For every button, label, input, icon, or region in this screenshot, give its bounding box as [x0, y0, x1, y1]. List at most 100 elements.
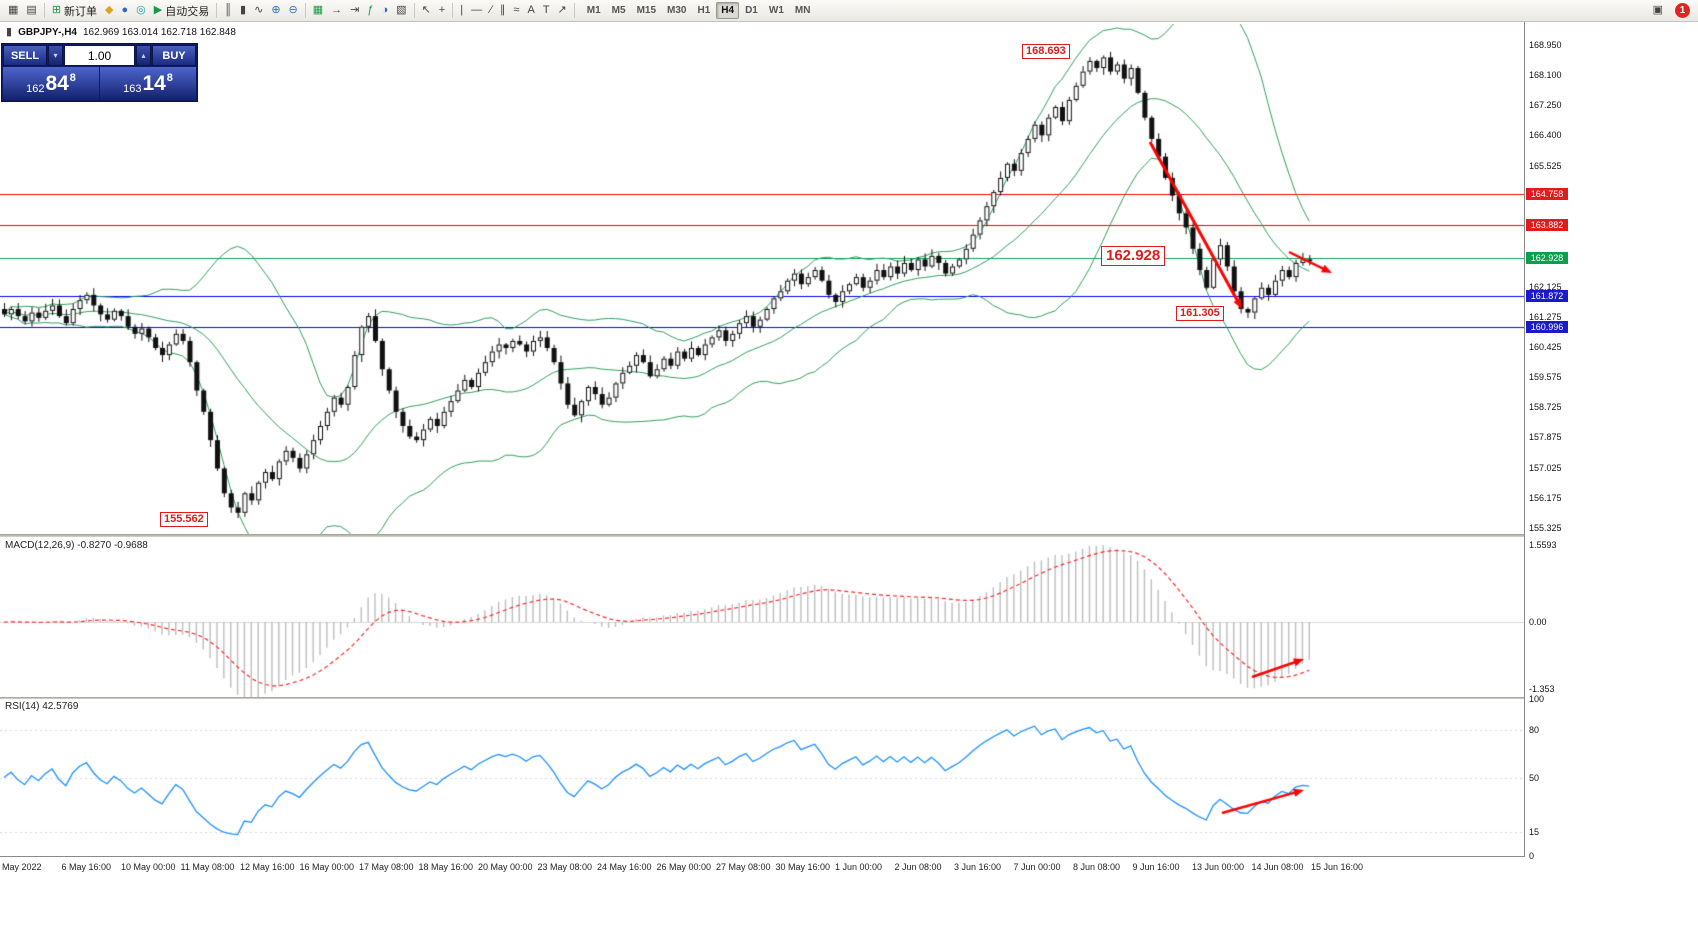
candle-chart-mode-button[interactable]: ▮ — [236, 1, 250, 20]
indicators-button[interactable]: ƒ — [363, 1, 377, 20]
price-axis-label: 168.100 — [1529, 70, 1562, 81]
sell-price-display[interactable]: 162 84 8 — [3, 67, 99, 100]
price-axis-border — [1524, 22, 1525, 878]
tile-windows-icon: ▦ — [312, 4, 324, 16]
timeframe-m5-button[interactable]: M5 — [607, 2, 631, 19]
bar-chart-mode-button[interactable]: ║ — [220, 1, 236, 20]
market-button[interactable]: ● — [118, 1, 133, 20]
trade-panel-controls: SELL ▾ ▴ BUY — [3, 45, 196, 66]
time-axis-label: 16 May 00:00 — [299, 862, 355, 872]
rsi-scale-label: 0 — [1529, 851, 1535, 861]
time-axis-label: 1 Jun 00:00 — [835, 862, 883, 872]
fibonacci-tool-button[interactable]: ≈ — [509, 1, 523, 20]
price-axis-label: 155.325 — [1529, 522, 1562, 533]
volume-input[interactable] — [64, 45, 135, 66]
timeframe-w1-button[interactable]: W1 — [764, 2, 789, 19]
buy-button[interactable]: BUY — [152, 45, 196, 66]
sell-price-main: 84 — [45, 72, 69, 95]
alerts-button[interactable]: ▣ — [1649, 1, 1667, 20]
price-axis-label: 166.400 — [1529, 130, 1562, 141]
sell-button[interactable]: SELL — [3, 45, 47, 66]
panel-separator[interactable] — [0, 534, 1571, 537]
candlestick-icon: ▮ — [240, 4, 247, 16]
zoom-out-icon: ⊖ — [288, 4, 298, 16]
time-axis-label: 17 May 08:00 — [359, 862, 414, 872]
toolbar-separator — [43, 3, 45, 18]
horizontal-line-tool-button[interactable]: — — [467, 1, 486, 20]
auto-scroll-icon: → — [331, 4, 343, 16]
sell-dropdown-button[interactable]: ▾ — [48, 45, 63, 66]
price-axis-label: 161.275 — [1529, 312, 1562, 322]
text-icon: A — [527, 4, 535, 16]
arrows-tool-button[interactable]: ↗ — [554, 1, 571, 20]
price-axis-badge: 164.758 — [1526, 187, 1568, 200]
profiles-button[interactable]: ▤ — [22, 1, 40, 20]
price-axis-label: 157.875 — [1529, 432, 1562, 443]
line-chart-mode-button[interactable]: ∿ — [250, 1, 267, 20]
periods-icon: ◑ — [381, 4, 389, 16]
time-axis-label: 18 May 16:00 — [418, 862, 474, 872]
horizontal-line-icon: — — [471, 4, 483, 16]
buy-price-display[interactable]: 163 14 8 — [100, 67, 196, 100]
price-axis[interactable]: 168.950 168.100 167.250 166.400 165.525 164.7… — [1525, 0, 1571, 878]
new-order-button[interactable]: ⊞ 新订单 — [48, 1, 101, 20]
new-order-label: 新订单 — [64, 5, 98, 18]
chart-shift-button[interactable]: ⇥ — [346, 1, 363, 20]
timeframe-m30-button[interactable]: M30 — [662, 2, 691, 19]
chart-shift-icon: ⇥ — [350, 4, 360, 16]
text-tool-button[interactable]: A — [523, 1, 538, 20]
zoom-in-button[interactable]: ⊕ — [267, 1, 284, 20]
rsi-panel[interactable] — [0, 699, 1524, 856]
price-axis-label: 158.725 — [1529, 402, 1562, 413]
macd-panel[interactable] — [0, 537, 1524, 697]
tile-windows-button[interactable]: ▦ — [309, 1, 327, 20]
toolbar-separator — [304, 3, 306, 18]
ohlc-values: 162.969 163.014 162.718 162.848 — [82, 27, 236, 38]
time-axis-label: 3 Jun 16:00 — [954, 862, 1002, 872]
timeframe-toolbar: M1 M5 M15 M30 H1 H4 D1 W1 MN — [582, 2, 816, 19]
trendline-tool-button[interactable]: ∕ — [486, 1, 496, 20]
rsi-indicator-title: RSI(14) 42.5769 — [5, 701, 79, 712]
timeframe-d1-button[interactable]: D1 — [740, 2, 763, 19]
auto-trading-label: 自动交易 — [165, 5, 210, 18]
price-axis-label: 165.525 — [1529, 161, 1562, 172]
price-chart[interactable] — [0, 24, 1524, 534]
panel-separator[interactable] — [0, 697, 1571, 699]
price-axis-badge: 162.928 — [1526, 252, 1568, 265]
time-axis-label: 26 May 00:00 — [656, 862, 712, 872]
cursor-tool-button[interactable]: ↖ — [418, 1, 435, 20]
sell-price-prefix: 162 — [26, 83, 45, 95]
caret-down-icon: ▾ — [53, 51, 58, 60]
symbol-label: GBPJPY-,H4 — [18, 27, 77, 38]
market-icon: ● — [121, 4, 129, 16]
time-axis-label: 7 Jun 00:00 — [1013, 862, 1061, 872]
channel-icon: ∥ — [499, 4, 506, 16]
channel-tool-button[interactable]: ∥ — [496, 1, 510, 20]
timeframe-m1-button[interactable]: M1 — [582, 2, 606, 19]
auto-trading-button[interactable]: ▶ 自动交易 — [150, 1, 213, 20]
signals-button[interactable]: ◎ — [132, 1, 150, 20]
periods-button[interactable]: ◑ — [378, 1, 393, 20]
auto-scroll-button[interactable]: → — [327, 1, 346, 20]
vertical-line-tool-button[interactable]: | — [456, 1, 467, 20]
timeframe-m15-button[interactable]: M15 — [632, 2, 661, 19]
macd-scale-label: 1.5593 — [1529, 540, 1557, 550]
time-axis[interactable]: May 2022 6 May 16:00 10 May 00:00 11 May 08… — [0, 856, 1571, 878]
volume-up-button[interactable]: ▴ — [136, 45, 151, 66]
templates-icon: ▧ — [396, 4, 407, 16]
timeframe-h4-button[interactable]: H4 — [716, 2, 740, 19]
zoom-out-button[interactable]: ⊖ — [285, 1, 302, 20]
metaeditor-button[interactable]: ◆ — [101, 1, 117, 20]
timeframe-mn-button[interactable]: MN — [790, 2, 816, 19]
text-label-tool-button[interactable]: T — [539, 1, 554, 20]
timeframe-h1-button[interactable]: H1 — [692, 2, 715, 19]
chart-mini-icon: ▮ — [6, 26, 13, 38]
new-chart-button[interactable]: ▦ — [4, 1, 22, 20]
price-axis-label: 162.125 — [1529, 281, 1562, 292]
price-axis-label: 160.425 — [1529, 342, 1562, 353]
toolbar-separator — [413, 3, 415, 18]
templates-button[interactable]: ▧ — [392, 1, 410, 20]
notification-badge[interactable]: 1 — [1675, 3, 1690, 18]
crosshair-tool-button[interactable]: + — [435, 1, 449, 20]
time-axis-label: 2 Jun 08:00 — [894, 862, 942, 872]
